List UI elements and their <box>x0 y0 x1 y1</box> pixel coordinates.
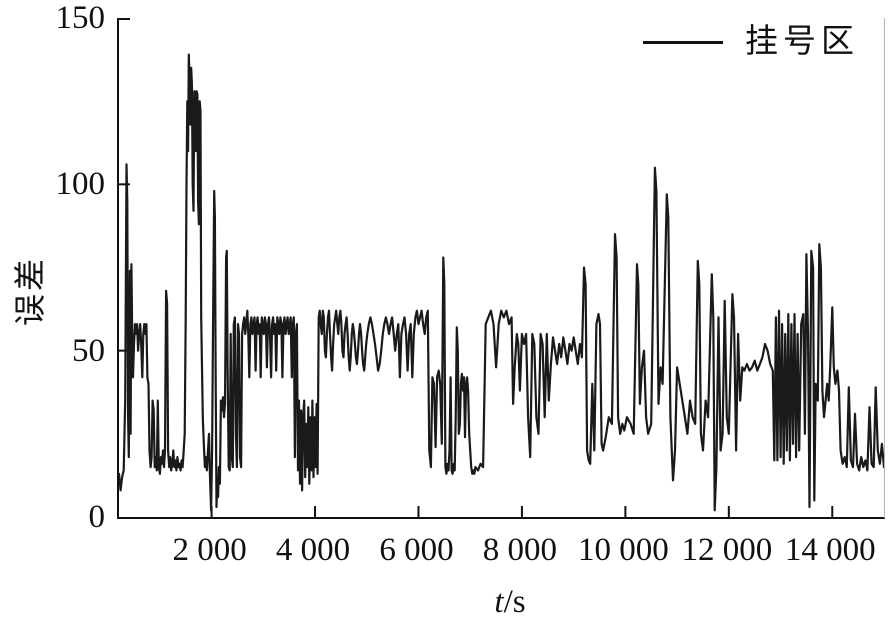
x-axis-variable: t <box>494 584 504 620</box>
x-tick-label: 10 000 <box>578 532 669 568</box>
y-tick-label: 100 <box>55 166 106 203</box>
legend: 挂号区 <box>643 22 859 62</box>
plot-canvas <box>119 18 884 517</box>
x-axis-unit: /s <box>503 584 526 620</box>
x-tick-label: 6 000 <box>379 532 454 568</box>
y-tick-label: 0 <box>88 499 106 535</box>
plot-area <box>117 18 885 519</box>
y-tick-label: 150 <box>55 0 106 36</box>
x-tick-label: 4 000 <box>275 532 351 568</box>
x-axis-title: t/s <box>440 584 580 621</box>
x-tick-label: 14 000 <box>784 532 876 568</box>
y-tick-label: 50 <box>72 332 105 369</box>
y-axis-title: 误差 <box>12 256 48 327</box>
x-tick-label: 2 000 <box>172 532 247 568</box>
series-line <box>119 53 884 512</box>
legend-label: 挂号区 <box>745 24 859 60</box>
x-tick-label: 12 000 <box>681 532 773 568</box>
legend-line-sample <box>643 40 723 44</box>
x-tick-label: 8 000 <box>482 532 558 568</box>
